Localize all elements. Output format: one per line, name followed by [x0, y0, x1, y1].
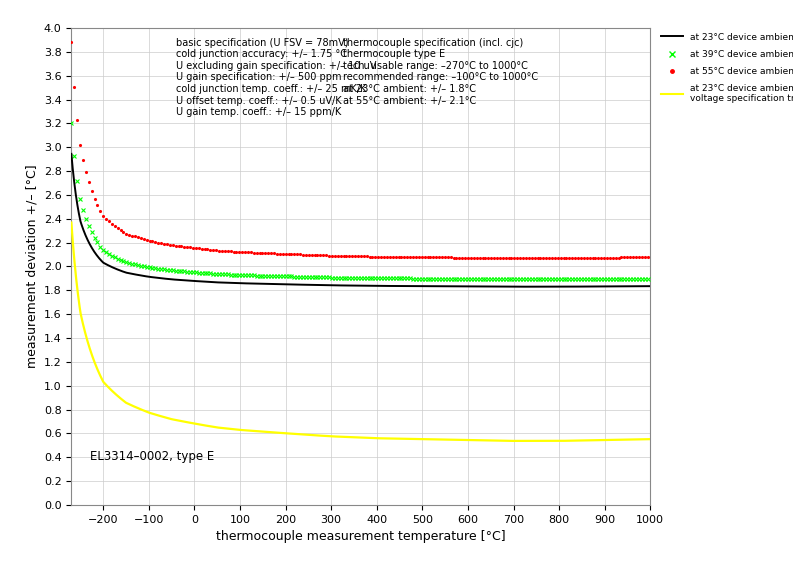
Y-axis label: measurement deviation +/– [°C]: measurement deviation +/– [°C]	[25, 165, 38, 368]
Text: basic specification (U FSV = 78mV)
cold junction accuracy: +/– 1.75 °C
U excludi: basic specification (U FSV = 78mV) cold …	[175, 38, 376, 117]
Legend: at 23°C device ambient temp. (incl. cjc), at 39°C device ambient temp. (incl. cj: at 23°C device ambient temp. (incl. cjc)…	[661, 33, 793, 103]
X-axis label: thermocouple measurement temperature [°C]: thermocouple measurement temperature [°C…	[216, 530, 506, 543]
Text: EL3314–0002, type E: EL3314–0002, type E	[90, 449, 214, 463]
Text: thermocouple specification (incl. cjc)
thermocouple type E
tech. usable range: –: thermocouple specification (incl. cjc) t…	[343, 38, 538, 105]
